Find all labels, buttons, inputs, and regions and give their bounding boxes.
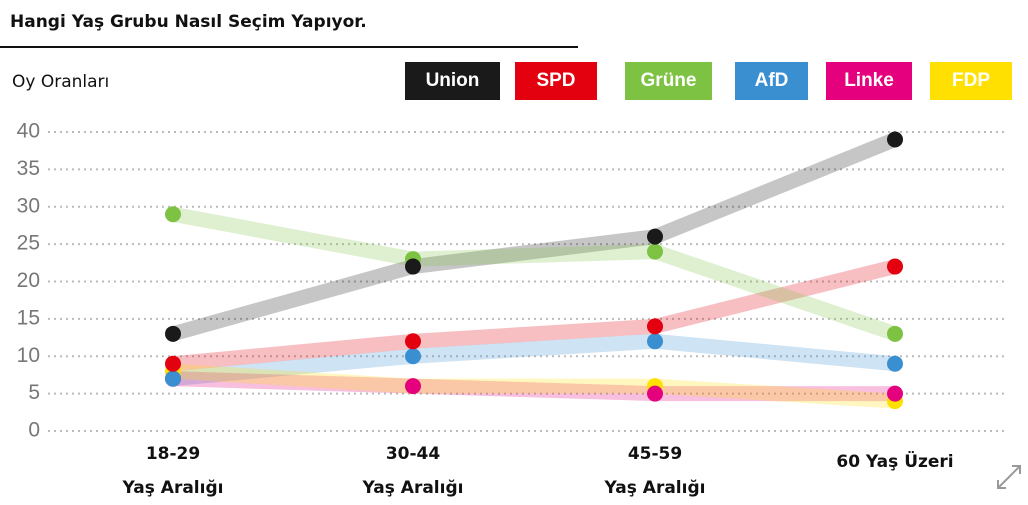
data-point <box>647 243 663 260</box>
legend-swatch <box>826 62 912 100</box>
data-point <box>165 206 181 223</box>
data-point <box>405 378 421 395</box>
chart-title: Hangi Yaş Grubu Nasıl Seçim Yapıyor. <box>10 12 367 32</box>
data-point <box>405 348 421 365</box>
legend-swatch <box>930 62 1012 100</box>
y-tick-label: 30 <box>17 194 40 217</box>
legend-label: Union <box>426 70 480 91</box>
y-tick-label: 25 <box>17 232 40 255</box>
data-point <box>647 333 663 350</box>
x-tick-label: 45-59 <box>628 444 682 464</box>
y-tick-label: 5 <box>28 381 40 404</box>
data-point <box>647 228 663 245</box>
data-point <box>165 370 181 387</box>
series-line <box>165 131 903 342</box>
legend-label: Linke <box>844 70 894 91</box>
series-line <box>165 333 903 387</box>
series-line <box>165 206 903 342</box>
chart-subtitle: Oy Oranları <box>12 72 109 92</box>
y-tick-label: 10 <box>17 344 40 367</box>
legend-label: SPD <box>536 70 575 91</box>
legend-swatch <box>735 62 808 100</box>
x-tick-label: Yaş Aralığı <box>604 478 706 498</box>
x-tick-label: 60 Yaş Üzeri <box>836 450 953 472</box>
data-point <box>165 355 181 372</box>
legend-swatch <box>515 62 597 100</box>
data-point <box>647 318 663 335</box>
y-tick-label: 15 <box>17 306 40 329</box>
data-point <box>647 385 663 402</box>
data-point <box>405 258 421 275</box>
y-tick-label: 20 <box>17 269 40 292</box>
x-tick-label: 30-44 <box>386 444 441 464</box>
legend-swatch <box>625 62 712 100</box>
x-tick-label: Yaş Aralığı <box>362 478 464 498</box>
series-line <box>165 371 903 402</box>
y-tick-label: 0 <box>28 419 40 442</box>
y-tick-label: 35 <box>17 157 40 180</box>
data-point <box>887 385 903 402</box>
series-line <box>165 259 903 372</box>
legend-label: FDP <box>952 70 990 91</box>
legend-label: AfD <box>755 70 789 91</box>
legend-label: Grüne <box>641 70 697 91</box>
data-point <box>887 325 903 342</box>
data-point <box>165 325 181 342</box>
expand-icon[interactable] <box>997 465 1021 489</box>
legend-swatch <box>405 62 500 100</box>
data-point <box>887 131 903 148</box>
series-line <box>165 363 903 409</box>
y-tick-label: 40 <box>17 120 40 143</box>
x-tick-label: Yaş Aralığı <box>122 478 224 498</box>
x-tick-label: 18-29 <box>146 444 200 464</box>
data-point <box>887 355 903 372</box>
data-point <box>887 258 903 275</box>
data-point <box>405 333 421 350</box>
